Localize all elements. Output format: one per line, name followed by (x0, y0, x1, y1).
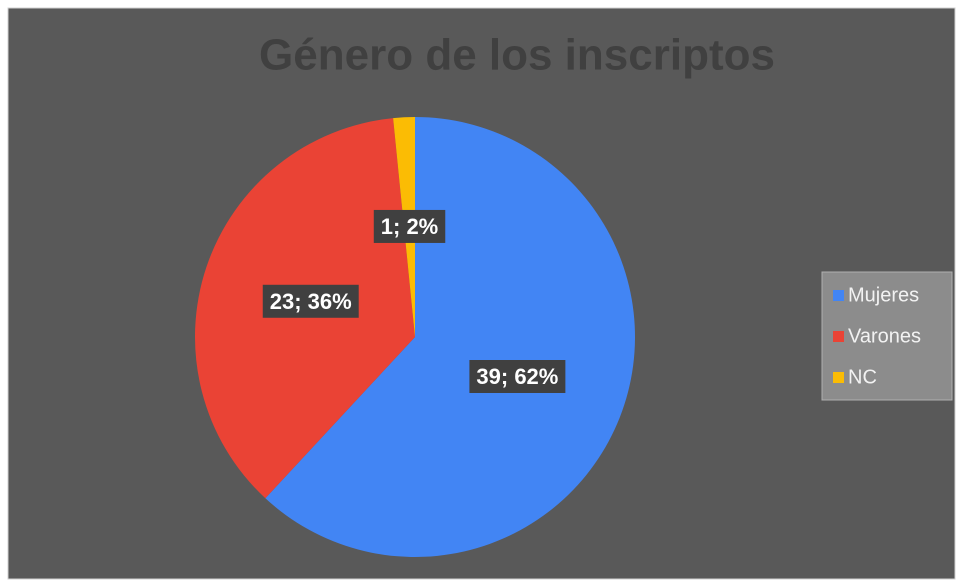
data-label-box (469, 360, 566, 393)
legend-swatch (833, 290, 844, 301)
data-label: 23; 36% (270, 289, 352, 314)
pie-slice (265, 117, 635, 558)
data-label: 39; 62% (476, 364, 558, 389)
chart-title: Género de los inscriptos (259, 31, 775, 80)
legend-label: NC (848, 366, 877, 388)
legend-swatch (833, 372, 844, 383)
legend-label: Varones (848, 325, 921, 347)
legend-swatch (833, 331, 844, 342)
legend-label: Mujeres (848, 284, 919, 306)
data-label-box (262, 284, 359, 318)
data-label: 1; 2% (381, 214, 438, 239)
data-label-box (373, 209, 446, 243)
